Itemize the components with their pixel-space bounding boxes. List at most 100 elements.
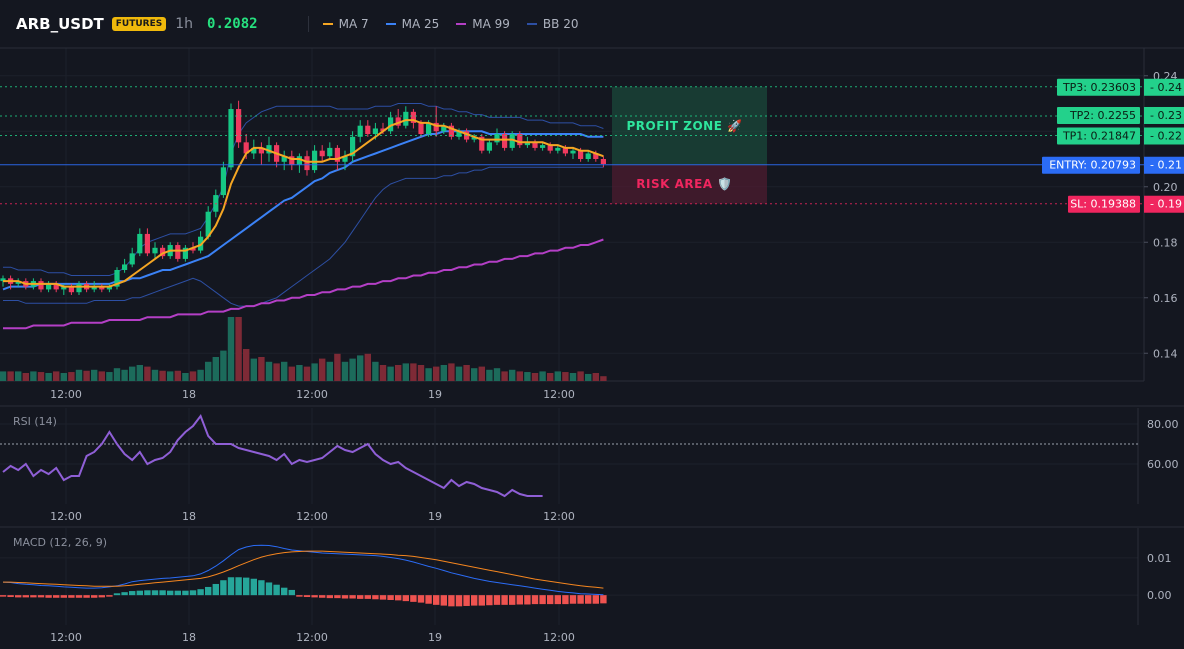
volume-bar <box>357 355 364 381</box>
macd-histogram-bar <box>235 577 242 596</box>
time-axis-tick: 18 <box>182 631 196 644</box>
candle <box>388 111 394 135</box>
volume-bar <box>60 373 67 381</box>
volume-bar <box>440 365 447 381</box>
volume-bar <box>75 369 83 381</box>
macd-histogram-bar <box>577 595 584 604</box>
volume-bar <box>539 371 546 381</box>
volume-bar <box>417 365 425 381</box>
candle <box>532 139 538 151</box>
macd-histogram-bar <box>334 595 341 599</box>
macd-histogram-bar <box>182 590 189 596</box>
macd-histogram-bar <box>303 595 311 598</box>
volume-bar <box>311 363 318 381</box>
volume-bar <box>319 358 326 381</box>
volume-bar <box>212 357 219 381</box>
macd-histogram-bar <box>68 595 75 598</box>
candle <box>160 245 166 259</box>
trade-zones: PROFIT ZONE 🚀 RISK AREA 🛡️ <box>612 86 767 204</box>
candle <box>144 228 150 257</box>
macd-axis: 0.01 0.00 <box>1147 552 1172 602</box>
candle <box>448 122 454 140</box>
volume-bar <box>471 368 478 381</box>
candle <box>486 139 492 154</box>
macd-histogram-bar <box>395 595 402 601</box>
macd-histogram-bar <box>524 595 531 605</box>
volume-bar <box>509 369 516 381</box>
macd-histogram-bar <box>319 595 326 598</box>
level-tag-tp1[interactable]: TP1: 0.21847 - 0.22 <box>1057 127 1184 145</box>
time-axis-tick: 12:00 <box>50 631 82 644</box>
volume-bar <box>182 373 189 381</box>
level-tag-label: TP2: 0.2255 <box>1069 109 1136 122</box>
symbol-title[interactable]: ARB_USDT <box>16 15 104 33</box>
volume-bar <box>197 369 204 381</box>
macd-histogram-bar <box>258 580 265 596</box>
macd-histogram-bar <box>189 590 197 596</box>
price-axis-tick: 0.16 <box>1153 292 1178 305</box>
candle <box>509 131 515 151</box>
level-tag-sl[interactable]: SL: 0.19388 - 0.19 <box>1068 195 1184 213</box>
volume-bar <box>433 366 440 381</box>
macd-histogram-bar <box>53 595 60 598</box>
candle <box>327 142 333 159</box>
volume-bar <box>129 366 136 381</box>
timeframe-selector[interactable]: 1h <box>175 16 194 32</box>
macd-histogram-bar <box>341 595 349 599</box>
macd-histogram-bar <box>121 592 128 596</box>
volume-bar <box>258 357 265 381</box>
macd-histogram-bar <box>425 595 432 604</box>
candle <box>540 142 546 151</box>
candle <box>570 147 576 159</box>
legend-bb20[interactable]: BB 20 <box>526 17 578 31</box>
price-pane[interactable]: PROFIT ZONE 🚀 RISK AREA 🛡️ <box>0 86 1184 381</box>
volume-bar <box>486 369 493 381</box>
legend-ma99[interactable]: MA 99 <box>456 17 510 31</box>
volume-bar <box>524 372 531 381</box>
time-axis-tick: 12:00 <box>543 388 575 401</box>
volume-bar <box>402 363 409 381</box>
macd-title: MACD (12, 26, 9) <box>13 536 107 549</box>
volume-bar <box>243 349 250 381</box>
market-badge: FUTURES <box>111 17 167 31</box>
level-tag-tp2[interactable]: TP2: 0.2255 - 0.23 <box>1057 106 1184 124</box>
macd-histogram-bar <box>243 577 250 596</box>
level-tag-tick: - 0.19 <box>1150 198 1182 211</box>
level-tag-tick: - 0.21 <box>1150 159 1182 172</box>
volume-bar <box>463 365 470 381</box>
candle <box>220 161 226 198</box>
volume-bar <box>68 372 75 381</box>
volume-bar <box>448 363 455 381</box>
macd-histogram-bar <box>402 595 409 602</box>
risk-area-label: RISK AREA 🛡️ <box>636 177 732 191</box>
volume-bar <box>516 371 523 381</box>
legend-swatch-icon <box>322 23 333 25</box>
candle <box>228 103 234 171</box>
macd-histogram-bar <box>440 595 447 606</box>
rsi-pane[interactable]: RSI (14) 80.00 60.00 <box>0 413 1179 498</box>
volume-bar <box>531 373 539 381</box>
macd-histogram-bar <box>448 595 455 607</box>
candle <box>342 150 348 171</box>
legend-ma7[interactable]: MA 7 <box>322 17 369 31</box>
header-divider <box>307 16 309 32</box>
macd-histogram-bar <box>151 590 159 596</box>
candle <box>114 267 120 290</box>
level-tag-tick: - 0.23 <box>1150 109 1182 122</box>
level-tag-tp3[interactable]: TP3: 0.23603 - 0.24 <box>1057 78 1184 96</box>
volume-bar <box>288 366 295 381</box>
macd-pane[interactable]: MACD (12, 26, 9) 0.01 0.00 <box>0 536 1172 607</box>
volume-bar <box>554 371 561 381</box>
volume-bar <box>250 358 257 381</box>
legend-ma25[interactable]: MA 25 <box>385 17 439 31</box>
level-tag-label: TP3: 0.23603 <box>1062 81 1136 94</box>
candle <box>205 206 211 240</box>
macd-histogram-bar <box>37 595 45 598</box>
volume-bar <box>83 370 90 381</box>
macd-histogram-bar <box>288 589 295 596</box>
price-axis-tick: 0.20 <box>1153 181 1178 194</box>
candle <box>152 242 158 259</box>
level-tag-entry[interactable]: ENTRY: 0.20793 - 0.21 <box>1042 156 1184 174</box>
macd-line <box>2 544 604 596</box>
